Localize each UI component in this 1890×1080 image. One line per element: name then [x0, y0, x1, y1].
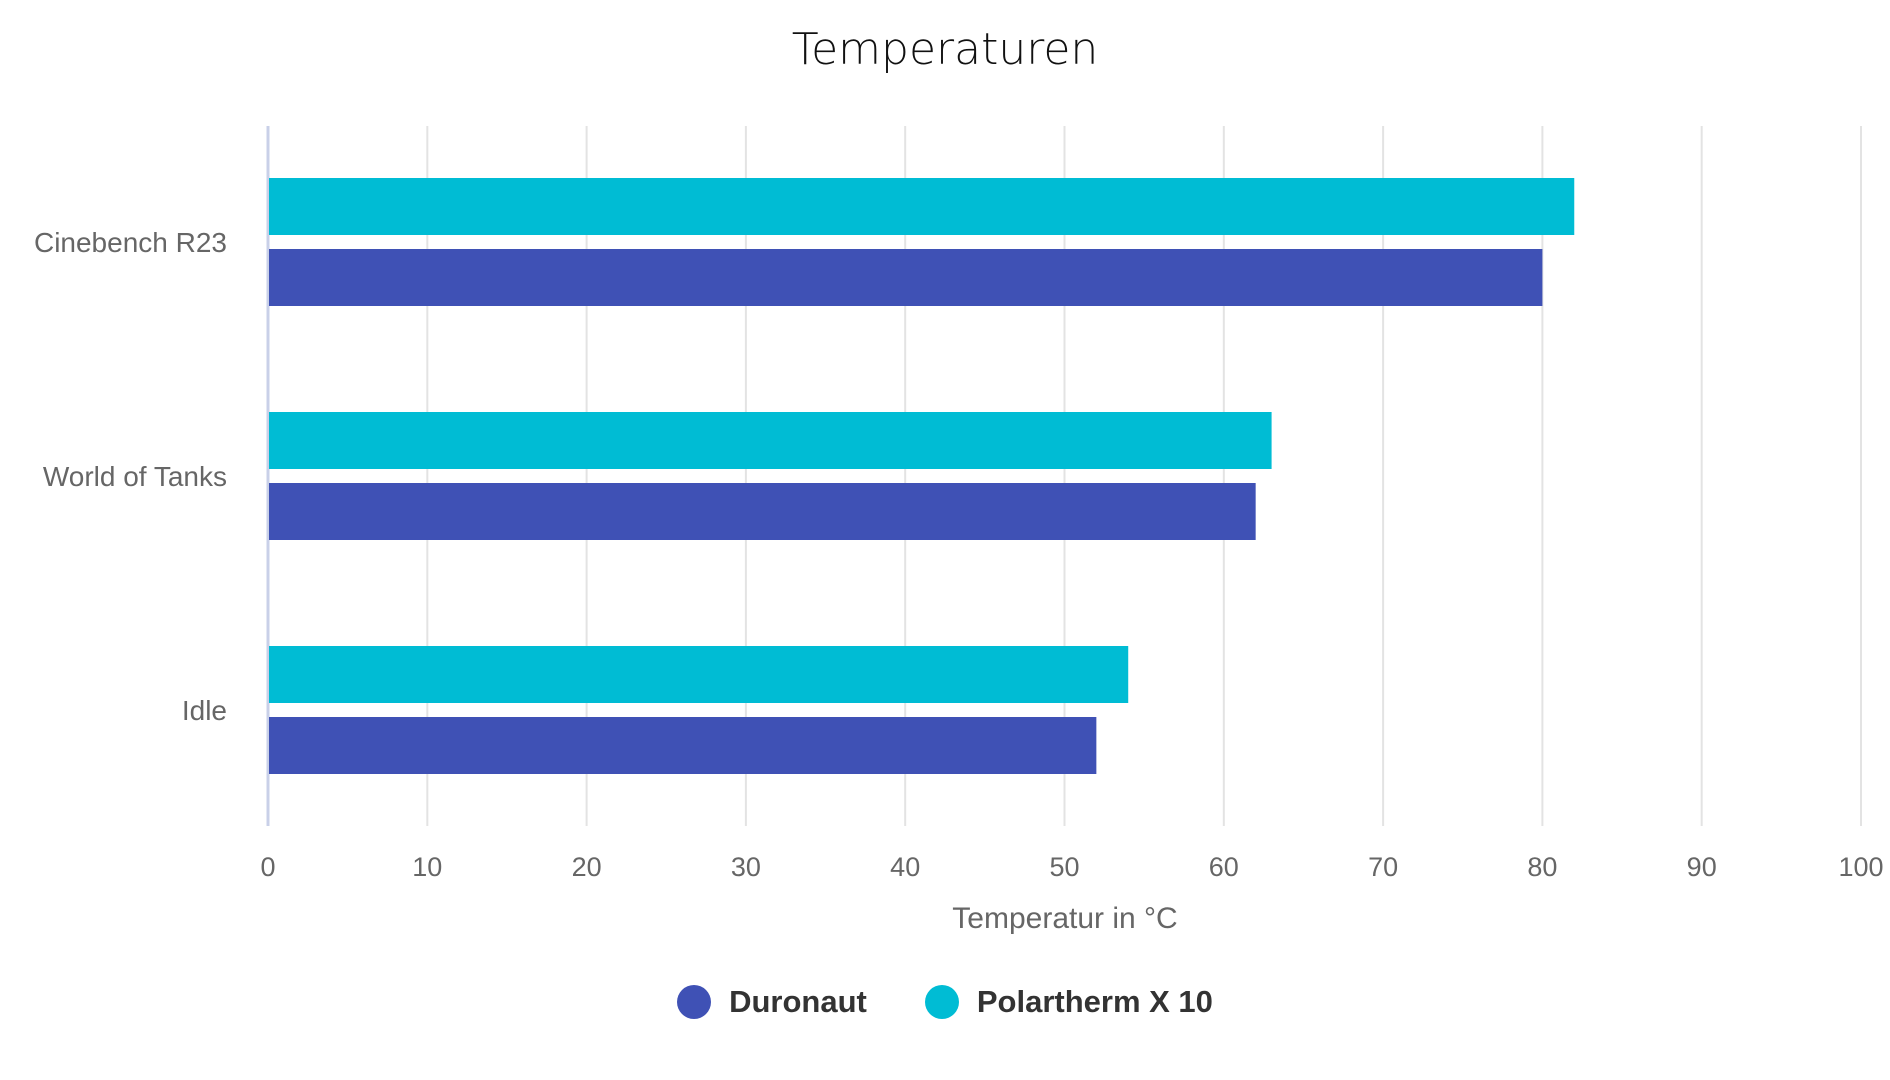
x-tick-label: 100: [1838, 852, 1883, 882]
category-labels: Cinebench R23 World of Tanks Idle: [34, 227, 227, 726]
legend-marker-polartherm: [924, 985, 959, 1019]
x-tick-label: 80: [1527, 852, 1557, 882]
legend-item-polartherm[interactable]: Polartherm X 10: [924, 984, 1213, 1020]
x-axis-title: Temperatur in °C: [952, 902, 1177, 935]
bar-polartherm-x-10[interactable]: [269, 178, 1575, 235]
x-tick-label: 10: [412, 852, 442, 882]
x-tick-label: 30: [731, 852, 761, 882]
legend: Duronaut Polartherm X 10: [0, 984, 1890, 1020]
x-tick-label: 60: [1209, 852, 1239, 882]
gridlines: [266, 126, 1862, 826]
x-tick-label: 70: [1368, 852, 1398, 882]
bars: [269, 178, 1575, 774]
legend-label-polartherm: Polartherm X 10: [976, 984, 1213, 1019]
chart-title: Temperaturen: [792, 24, 1099, 75]
category-label: Idle: [182, 695, 227, 726]
legend-marker-duronaut: [677, 985, 712, 1019]
legend-item-duronaut[interactable]: Duronaut: [677, 984, 867, 1020]
bar-duronaut[interactable]: [269, 717, 1097, 774]
x-tick-label: 90: [1687, 852, 1717, 882]
bar-polartherm-x-10[interactable]: [269, 646, 1129, 703]
x-tick-label: 50: [1049, 852, 1079, 882]
tick-labels: 0 10 20 30 40 50 60 70 80 90 100: [260, 852, 1883, 882]
x-tick-label: 0: [260, 852, 275, 882]
legend-label-duronaut: Duronaut: [729, 984, 867, 1019]
bar-duronaut[interactable]: [269, 483, 1256, 540]
x-tick-label: 20: [572, 852, 602, 882]
bar-duronaut[interactable]: [269, 249, 1543, 306]
category-label: Cinebench R23: [34, 227, 227, 258]
category-label: World of Tanks: [43, 461, 227, 492]
bar-polartherm-x-10[interactable]: [269, 412, 1272, 469]
x-tick-label: 40: [890, 852, 920, 882]
